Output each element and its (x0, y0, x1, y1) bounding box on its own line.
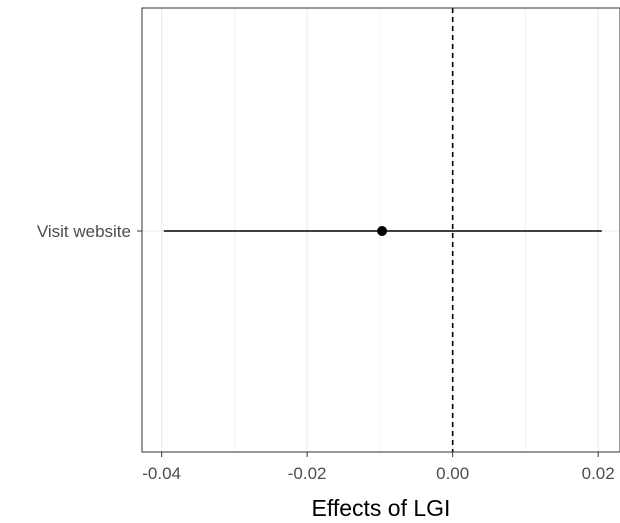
point-estimate (377, 226, 388, 236)
panel-border (141, 7, 620, 453)
x-tick-label: 0.02 (582, 464, 615, 483)
x-axis-labels: -0.04 -0.02 0.00 0.02 (142, 464, 614, 483)
x-axis-ticks (161, 452, 599, 457)
x-tick-label: 0.00 (436, 464, 469, 483)
x-tick-label: -0.02 (288, 464, 327, 483)
x-tick-label: -0.04 (142, 464, 181, 483)
y-category-label: Visit website (37, 222, 131, 241)
x-axis-title: Effects of LGI (312, 495, 451, 521)
data-marks (163, 226, 602, 236)
y-axis-labels: Visit website (37, 222, 131, 241)
